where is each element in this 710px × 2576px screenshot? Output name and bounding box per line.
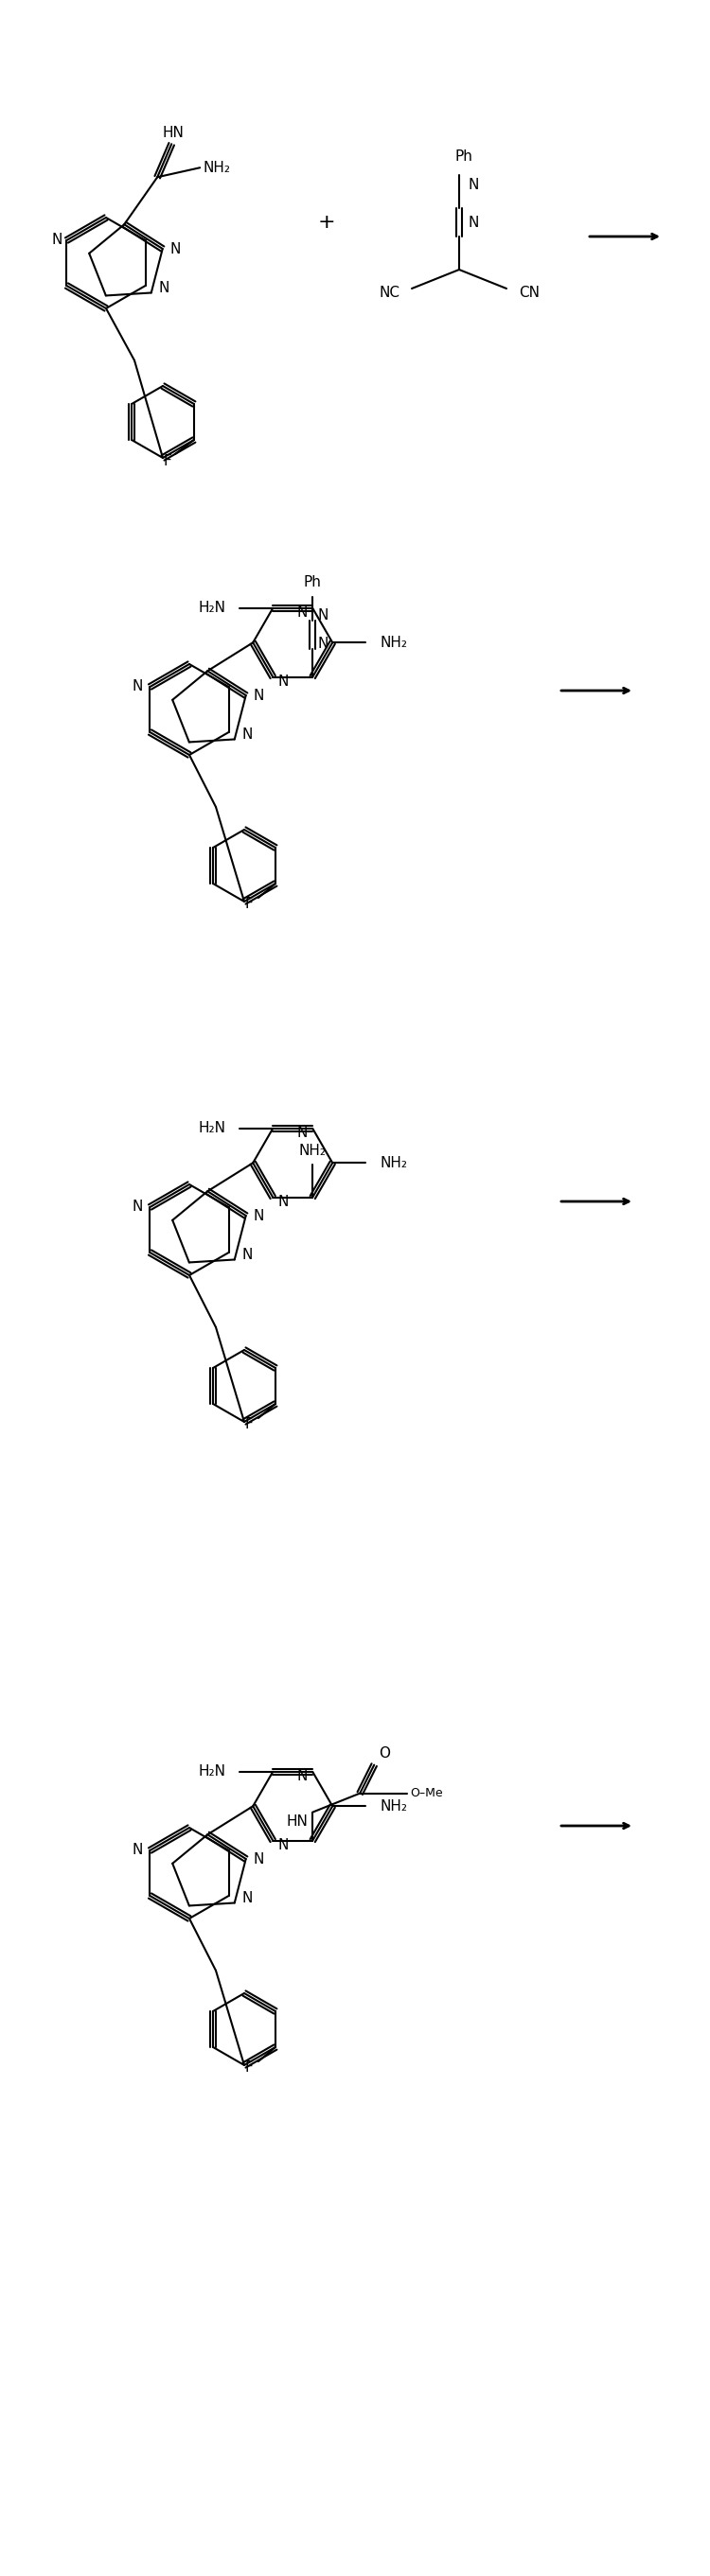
Text: F: F: [245, 1417, 253, 1432]
Text: N: N: [253, 1208, 264, 1224]
Text: N: N: [317, 636, 328, 652]
Text: N: N: [253, 688, 264, 703]
Text: NH₂: NH₂: [380, 1157, 408, 1170]
Text: N: N: [469, 178, 479, 191]
Text: NH₂: NH₂: [380, 636, 408, 649]
Text: N: N: [242, 1891, 253, 1906]
Text: HN: HN: [286, 1814, 308, 1829]
Text: N: N: [297, 1126, 308, 1141]
Text: F: F: [245, 2061, 253, 2076]
Text: Ph: Ph: [455, 149, 473, 162]
Text: N: N: [278, 675, 288, 688]
Text: N: N: [131, 1200, 143, 1213]
Text: N: N: [317, 608, 328, 623]
Text: O–Me: O–Me: [410, 1788, 442, 1801]
Text: O: O: [379, 1747, 390, 1759]
Text: NC: NC: [378, 286, 400, 301]
Text: H₂N: H₂N: [198, 1765, 226, 1780]
Text: NH₂: NH₂: [203, 160, 231, 175]
Text: H₂N: H₂N: [198, 1121, 226, 1136]
Text: CN: CN: [519, 286, 540, 301]
Text: F: F: [245, 896, 253, 912]
Text: N: N: [170, 242, 181, 255]
Text: N: N: [51, 234, 62, 247]
Text: HN: HN: [163, 126, 185, 139]
Text: N: N: [297, 605, 308, 621]
Text: NH₂: NH₂: [380, 1798, 408, 1814]
Text: N: N: [469, 216, 479, 229]
Text: N: N: [159, 281, 170, 296]
Text: N: N: [242, 1247, 253, 1262]
Text: H₂N: H₂N: [198, 600, 226, 616]
Text: N: N: [278, 1195, 288, 1208]
Text: Ph: Ph: [304, 574, 322, 590]
Text: N: N: [131, 680, 143, 693]
Text: N: N: [297, 1770, 308, 1783]
Text: N: N: [242, 726, 253, 742]
Text: +: +: [318, 214, 335, 232]
Text: NH₂: NH₂: [299, 1144, 327, 1159]
Text: F: F: [163, 453, 172, 469]
Text: N: N: [278, 1839, 288, 1852]
Text: N: N: [131, 1844, 143, 1857]
Text: N: N: [253, 1852, 264, 1865]
